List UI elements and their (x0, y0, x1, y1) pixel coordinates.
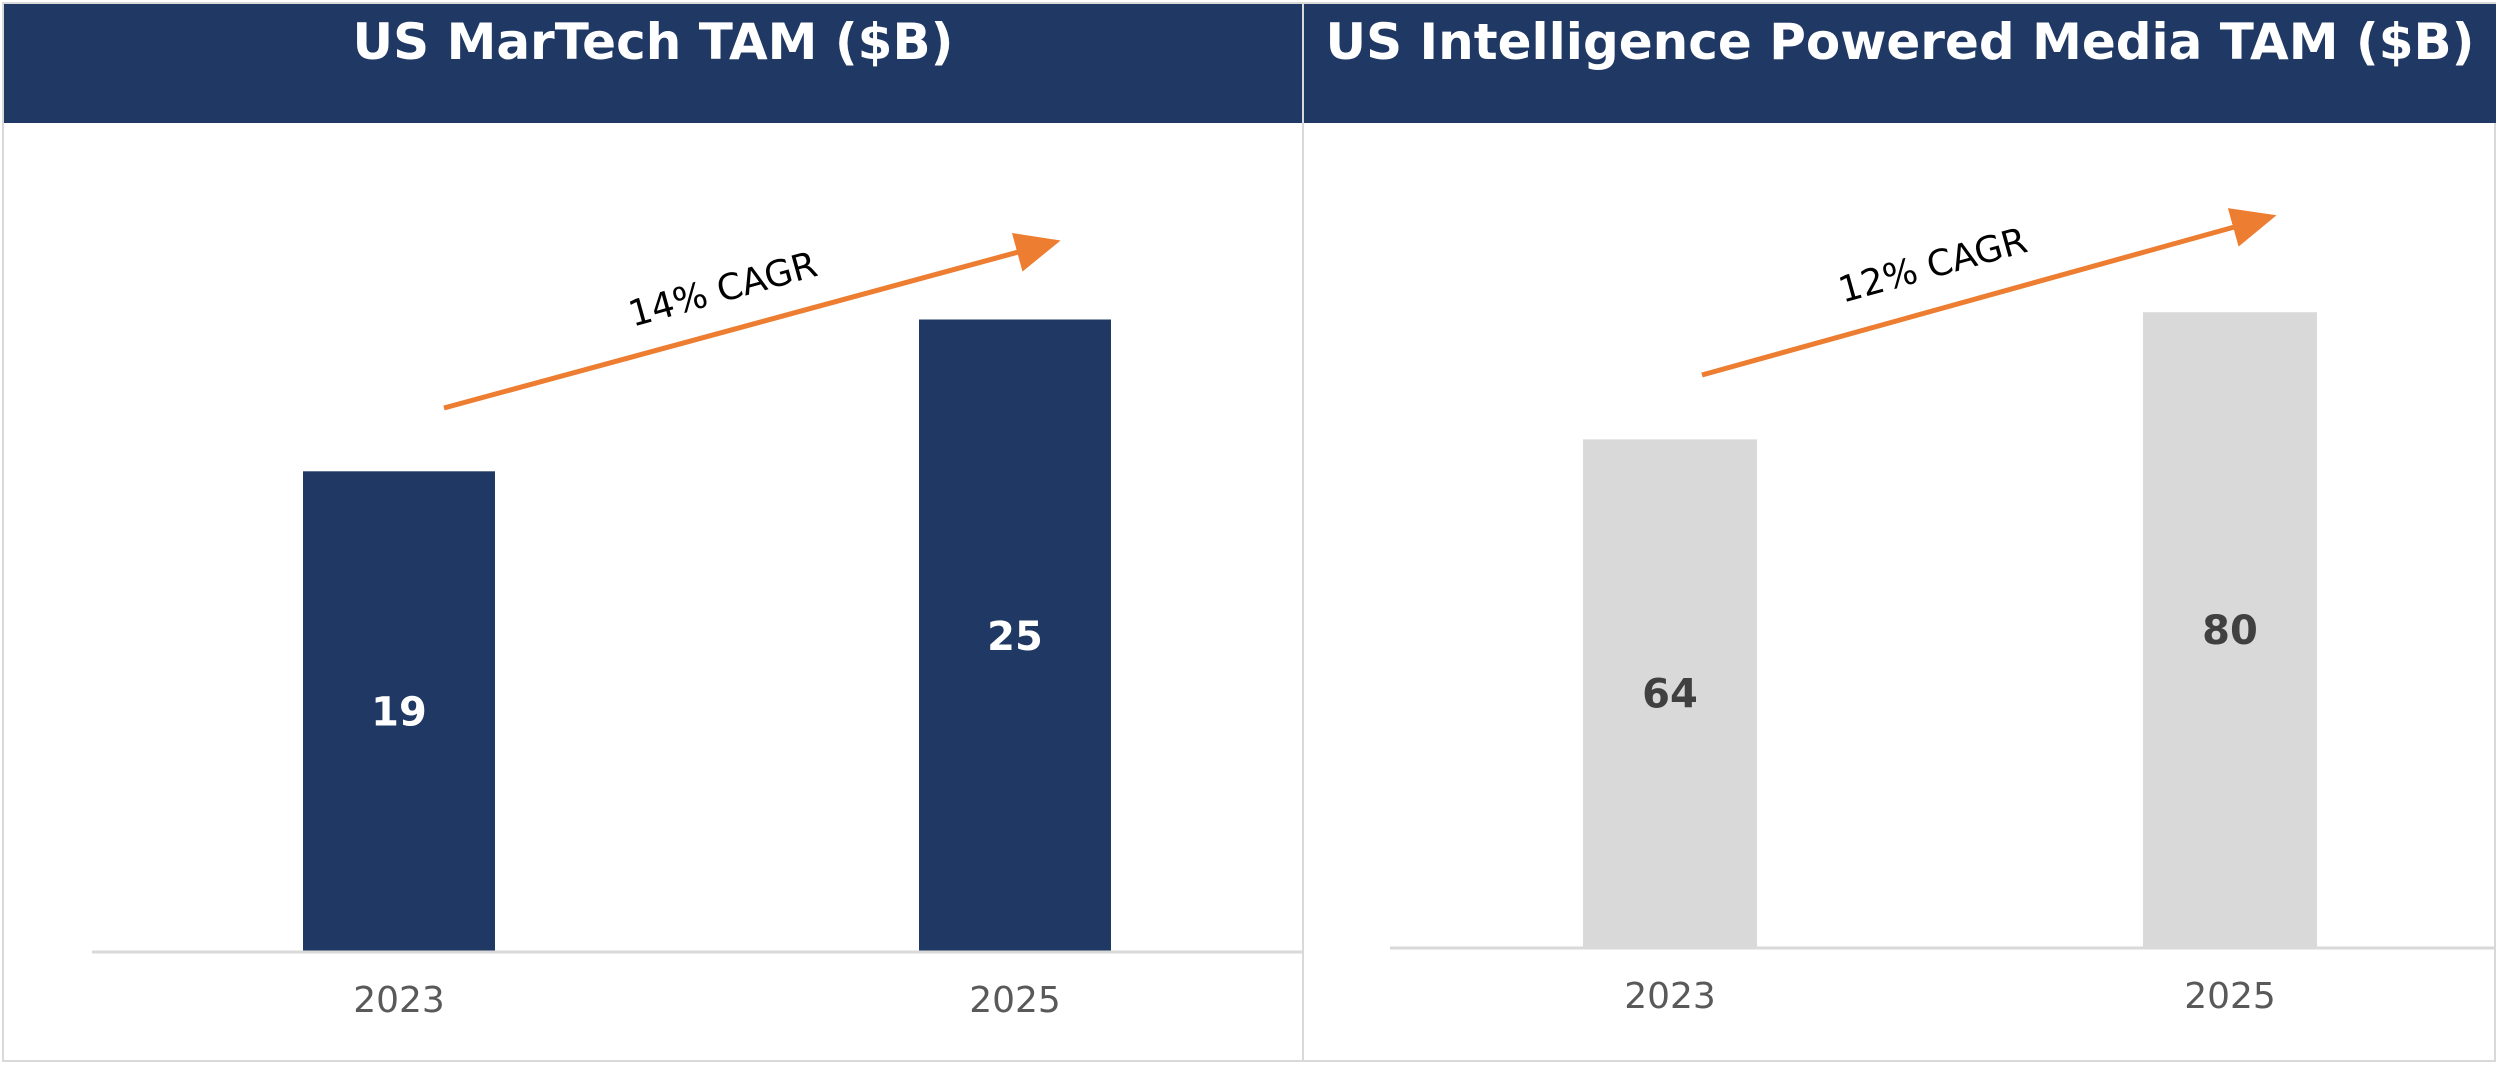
cagr-arrow (443, 233, 1061, 411)
cagr-annotation: 12% CAGR (1834, 220, 2031, 311)
x-tick-label: 2025 (2184, 976, 2276, 1017)
cagr-arrow (1701, 208, 2277, 378)
media-tam-panel: US Intelligence Powered Media TAM ($B) 6… (1304, 4, 2496, 1062)
cagr-annotation: 14% CAGR (624, 244, 821, 335)
x-tick-label: 2025 (969, 980, 1061, 1021)
data-label: 80 (2202, 608, 2258, 654)
data-label: 19 (371, 690, 427, 736)
bar-2023 (1583, 439, 1757, 948)
bar-2023 (303, 471, 495, 952)
chart-title: US Intelligence Powered Media TAM ($B) (1325, 12, 2475, 71)
media-tam-header: US Intelligence Powered Media TAM ($B) (1304, 4, 2496, 123)
martech-tam-chart: 19 2023 25 2025 14% CAGR (92, 233, 1302, 1021)
bar-2025 (919, 319, 1111, 952)
martech-tam-panel: US MarTech TAM ($B) 19 2023 25 2025 14% CAGR (4, 4, 1302, 1062)
panel-divider (1302, 4, 1304, 1062)
data-label: 64 (1642, 672, 1698, 718)
x-tick-label: 2023 (1624, 976, 1716, 1017)
data-label: 25 (987, 614, 1043, 660)
chart-title: US MarTech TAM ($B) (352, 12, 954, 71)
media-tam-chart: 64 2023 80 2025 12% CAGR (1390, 208, 2496, 1017)
martech-tam-header: US MarTech TAM ($B) (4, 4, 1302, 123)
bar-2025 (2143, 312, 2317, 948)
x-tick-label: 2023 (353, 980, 445, 1021)
